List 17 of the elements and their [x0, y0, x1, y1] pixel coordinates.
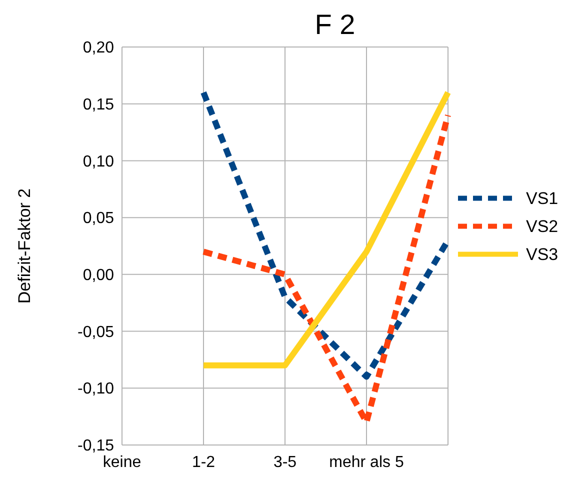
y-tick-label: 0,10 — [82, 153, 114, 170]
chart-title: F 2 — [314, 9, 356, 40]
y-tick-label: 0,05 — [82, 210, 114, 228]
y-axis-title: Defizit-Faktor 2 — [15, 188, 34, 304]
y-tick-label: -0,15 — [78, 438, 114, 455]
legend-label: VS3 — [526, 245, 558, 264]
legend-label: VS1 — [526, 189, 558, 208]
y-tick-label: 0,00 — [82, 267, 114, 284]
y-tick-label: -0,05 — [78, 324, 114, 341]
x-tick-label: keine — [102, 454, 142, 471]
y-tick-label: 0,20 — [82, 40, 114, 57]
y-tick-label: 0,15 — [82, 96, 114, 114]
x-tick-label: 3-5 — [273, 454, 297, 471]
y-tick-label: -0,10 — [78, 380, 114, 398]
x-tick-label: 1-2 — [192, 454, 216, 471]
x-tick-label: mehr als 5 — [329, 454, 404, 471]
legend-label: VS2 — [526, 217, 558, 236]
